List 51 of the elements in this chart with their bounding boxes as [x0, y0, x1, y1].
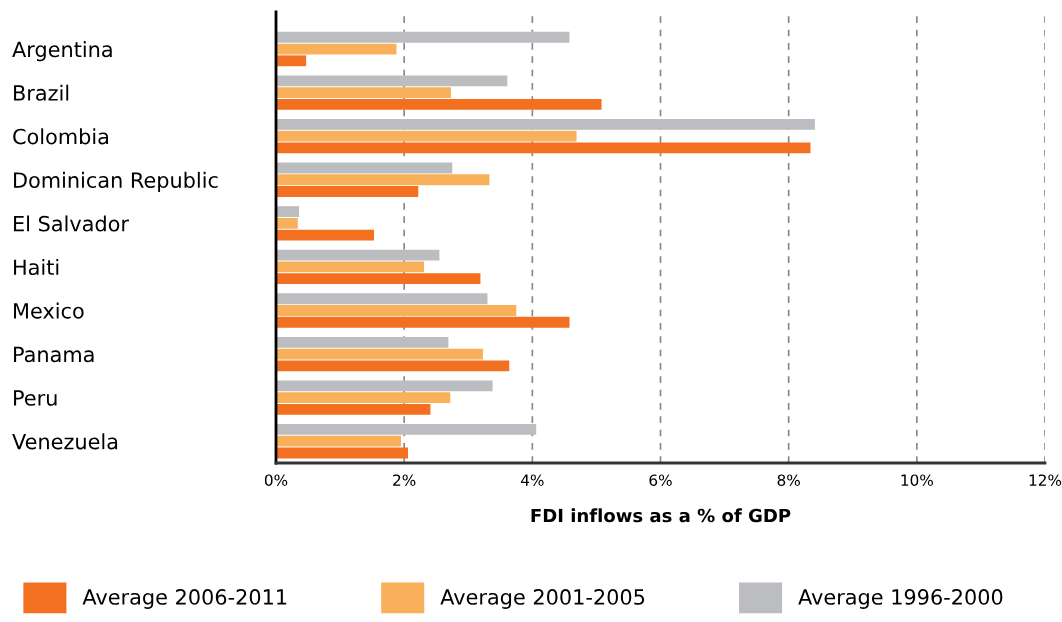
- y-tick-label: Argentina: [12, 41, 112, 62]
- bar: [276, 447, 409, 459]
- y-tick-label: Brazil: [14, 84, 69, 101]
- bar: [276, 360, 510, 372]
- legend-label: Average 2006-2011: [82, 589, 287, 609]
- x-tick-label: 8%: [777, 474, 800, 486]
- y-tick-label: El Salvador: [14, 215, 129, 232]
- y-tick-label: Venezuela: [12, 433, 118, 450]
- legend-label: Average 1996-2000: [798, 589, 1003, 609]
- bar: [276, 392, 451, 404]
- x-axis-title: FDI inflows as a % of GDP: [531, 508, 791, 523]
- x-tick-label: 12%: [1029, 474, 1062, 486]
- y-tick-label: Haiti: [14, 259, 59, 276]
- bar: [276, 293, 488, 305]
- y-tick-label: Mexico: [14, 302, 84, 319]
- bar: [276, 261, 425, 273]
- bar: [276, 87, 451, 99]
- bar: [276, 162, 453, 174]
- x-tick-label: 0%: [264, 474, 288, 486]
- bar: [276, 273, 481, 285]
- bar: [276, 31, 570, 43]
- bar: [276, 130, 577, 142]
- x-tick-label: 4%: [520, 474, 544, 486]
- bar: [276, 174, 490, 186]
- bar: [276, 186, 419, 197]
- x-tick-label: 2%: [393, 474, 416, 486]
- bar: [276, 336, 449, 348]
- bar: [276, 43, 397, 55]
- bar: [276, 98, 602, 110]
- y-tick-label: Colombia: [13, 128, 109, 145]
- bar: [276, 348, 483, 360]
- bar: [276, 119, 815, 130]
- bar: [276, 403, 431, 415]
- bar: [276, 55, 307, 67]
- y-tick-label: Panama: [14, 346, 94, 363]
- bar: [276, 142, 811, 154]
- bar: [276, 217, 298, 229]
- x-tick-label: 6%: [649, 474, 672, 486]
- y-tick-label: Dominican Republic: [14, 171, 218, 193]
- bar: [276, 206, 300, 217]
- bar: [276, 380, 493, 392]
- bar: [276, 316, 570, 328]
- bar: [276, 424, 537, 435]
- y-tick-label: Peru: [14, 390, 57, 406]
- bar: [276, 249, 440, 261]
- bar: [276, 229, 375, 241]
- bar: [276, 305, 517, 316]
- x-tick-label: 10%: [901, 474, 933, 486]
- legend-label: Average 2001-2005: [440, 589, 645, 609]
- bar: [276, 75, 508, 87]
- bar: [276, 435, 401, 447]
